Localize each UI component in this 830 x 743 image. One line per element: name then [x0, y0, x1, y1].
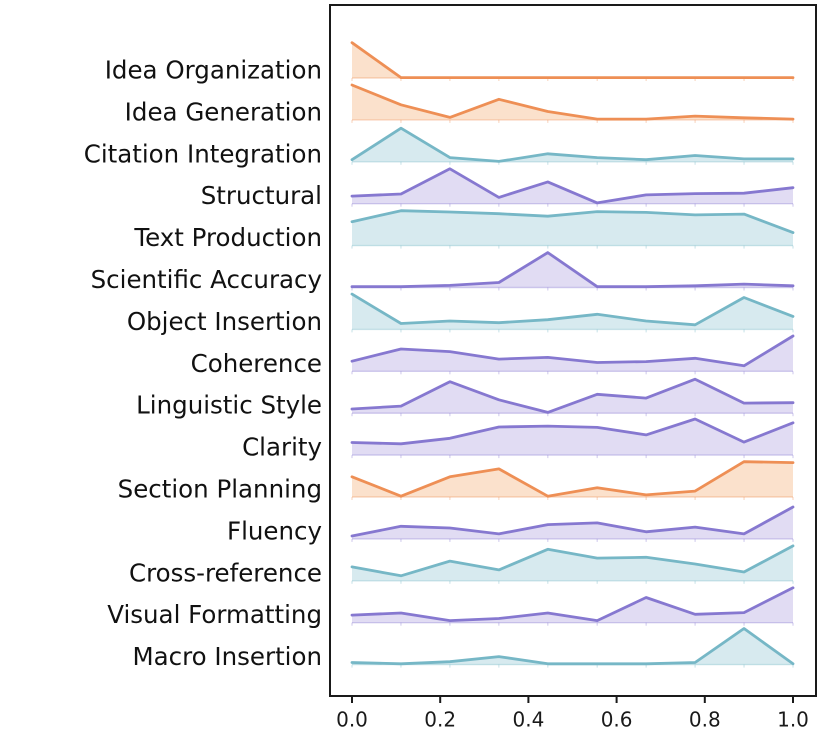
row-curve-macro-insertion: [350, 627, 795, 666]
row-area-cross-reference: [352, 545, 793, 581]
row-label: Text Production: [133, 223, 322, 252]
row-area-fluency: [352, 507, 793, 539]
row-curve-coherence: [350, 334, 795, 368]
row-label: Fluency: [227, 516, 322, 545]
row-label: Structural: [201, 181, 322, 210]
row-area-visual-formatting: [352, 587, 793, 623]
x-axis-tick-label: 0.6: [601, 708, 633, 732]
row-area-clarity: [352, 419, 793, 456]
row-curve-section-planning: [350, 460, 795, 498]
row-curve-fluency: [350, 505, 795, 538]
row-curve-linguistic-style: [350, 377, 795, 414]
plot-frame: [329, 4, 817, 697]
row-area-idea-generation: [352, 85, 793, 120]
row-curve-clarity: [350, 417, 795, 446]
x-axis-tick-label: 1.0: [777, 708, 809, 732]
row-curve-cross-reference: [350, 544, 795, 578]
row-label: Object Insertion: [127, 307, 322, 336]
row-label: Cross-reference: [129, 558, 322, 587]
row-area-text-production: [352, 210, 793, 246]
row-curve-idea-generation: [350, 83, 795, 121]
row-area-section-planning: [352, 461, 793, 497]
x-axis-tick-label: 0.4: [512, 708, 544, 732]
row-curve-scientific-accuracy: [350, 251, 795, 289]
row-area-object-insertion: [352, 294, 793, 330]
x-axis-tick-label: 0.8: [689, 708, 721, 732]
row-label: Macro Insertion: [132, 642, 322, 671]
row-curve-citation-integration: [350, 126, 795, 163]
row-label: Scientific Accuracy: [91, 265, 322, 294]
row-curve-visual-formatting: [350, 586, 795, 622]
row-label: Linguistic Style: [136, 391, 322, 420]
row-label: Idea Organization: [105, 56, 322, 85]
x-axis-tick-label: 0.2: [424, 708, 456, 732]
row-label: Clarity: [242, 433, 322, 462]
row-curve-object-insertion: [350, 292, 795, 327]
row-curve-text-production: [350, 209, 795, 235]
row-label: Idea Generation: [125, 97, 322, 126]
row-label: Citation Integration: [84, 139, 322, 168]
row-label: Visual Formatting: [107, 600, 322, 629]
x-axis-tick-label: 0.0: [336, 708, 368, 732]
row-area-coherence: [352, 336, 793, 372]
row-label: Section Planning: [118, 475, 322, 504]
row-label: Coherence: [191, 349, 322, 378]
row-curve-structural: [350, 167, 795, 205]
row-curve-idea-organization: [350, 41, 795, 79]
